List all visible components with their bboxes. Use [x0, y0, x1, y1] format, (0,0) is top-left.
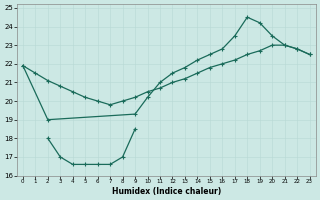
- X-axis label: Humidex (Indice chaleur): Humidex (Indice chaleur): [112, 187, 221, 196]
